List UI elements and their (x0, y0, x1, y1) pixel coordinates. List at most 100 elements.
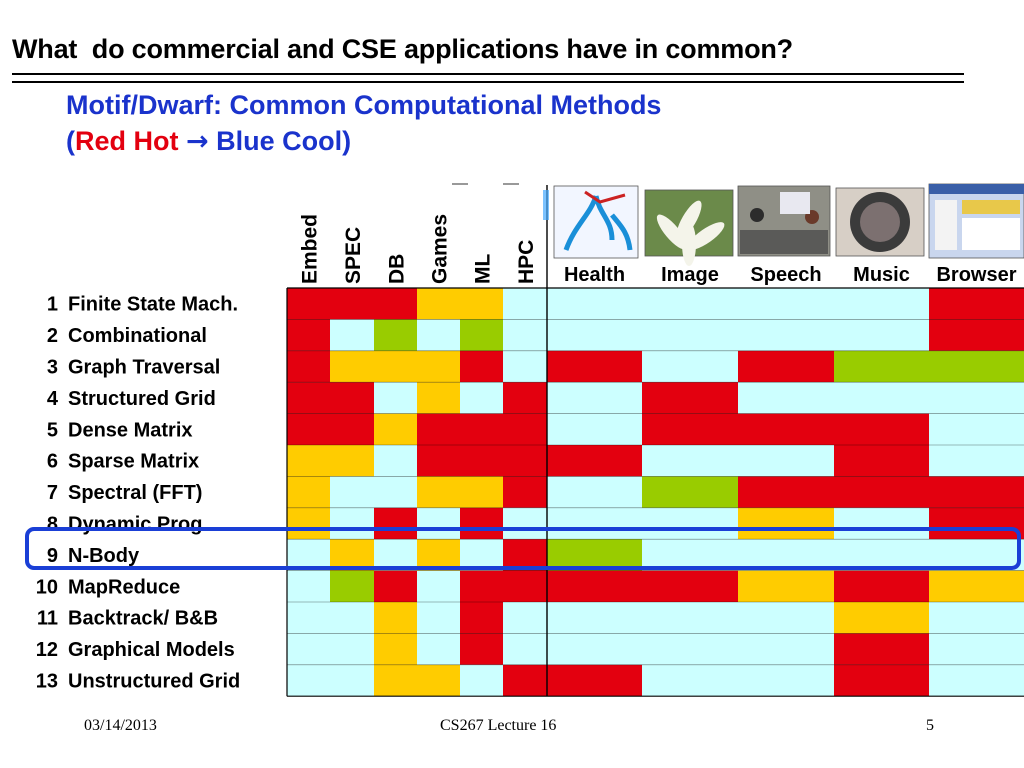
heatmap-cell (738, 570, 834, 602)
row-number: 1 (47, 294, 58, 316)
heatmap-cell (460, 633, 503, 665)
flower-petal (676, 200, 702, 240)
heatmap-cell (374, 288, 417, 320)
heatmap-cell (642, 288, 738, 320)
heatmap-cell (330, 445, 374, 477)
heatmap-cell (642, 633, 738, 665)
heatmap-cell (417, 570, 460, 602)
heatmap-cell (834, 445, 929, 477)
heatmap-cell (738, 319, 834, 351)
row-label: Combinational (68, 325, 207, 347)
browser-sidebar (935, 200, 957, 250)
heatmap-cell (503, 539, 547, 571)
column-header: ML (472, 254, 495, 284)
heatmap-cell (503, 507, 547, 540)
heatmap-cell (738, 476, 834, 508)
heatmap-cell (642, 413, 738, 445)
meeting-table (740, 230, 828, 254)
heatmap-cell (374, 664, 417, 697)
heatmap-cell (287, 350, 330, 383)
heatmap-cell (547, 633, 642, 665)
heatmap-cell (642, 570, 738, 602)
heatmap-cell (374, 570, 417, 602)
heatmap-cell (929, 664, 1024, 697)
heatmap-cell (287, 288, 330, 320)
footer-date: 03/14/2013 (84, 717, 157, 734)
heatmap-cell (738, 413, 834, 445)
heatmap-cell (287, 664, 330, 697)
heatmap-cell (738, 539, 834, 571)
row-number: 5 (47, 419, 58, 441)
heatmap-cell (374, 476, 417, 508)
heatmap-cell (547, 507, 642, 540)
heatmap-cell (738, 288, 834, 320)
row-label: Graph Traversal (68, 357, 220, 379)
heatmap-cell (834, 633, 929, 665)
column-header: HPC (515, 240, 538, 284)
heatmap-cell (547, 350, 642, 383)
heatmap-cell (287, 570, 330, 602)
column-header: SPEC (342, 227, 365, 284)
subtitle-blue-cool: Blue Cool) (216, 126, 352, 156)
screen (780, 192, 810, 214)
heatmap-cell (374, 602, 417, 634)
heatmap-cell (460, 507, 503, 540)
row-label: Spectral (FFT) (68, 482, 202, 504)
heatmap-cell (330, 288, 374, 320)
heatmap-cell (417, 382, 460, 414)
heatmap-cell (503, 602, 547, 634)
n-body-highlight-box (25, 527, 1021, 570)
heatmap-cell (460, 413, 503, 445)
column-header: Embed (299, 214, 322, 284)
heatmap-cell (929, 633, 1024, 665)
heatmap-cell (929, 476, 1024, 508)
heatmap-cell (460, 445, 503, 477)
heatmap-cell (503, 288, 547, 320)
row-number: 3 (47, 357, 58, 379)
heatmap-cell (287, 539, 330, 571)
heatmap-cell (642, 382, 738, 414)
heatmap-cell (929, 413, 1024, 445)
heatmap-cell (834, 476, 929, 508)
column-header: Games (429, 214, 452, 284)
heatmap-cell (929, 445, 1024, 477)
heatmap-cell (642, 602, 738, 634)
heatmap-cell (834, 570, 929, 602)
heatmap-cell (738, 350, 834, 383)
person-head (750, 208, 764, 222)
heatmap-cell (330, 507, 374, 540)
heatmap-cell (287, 633, 330, 665)
heatmap-cell (834, 319, 929, 351)
subtitle-open-paren: ( (66, 126, 75, 156)
heatmap-cell (738, 633, 834, 665)
heatmap-cell (287, 413, 330, 445)
browser-titlebar (929, 184, 1024, 194)
heatmap-cell (503, 633, 547, 665)
heatmap-cell (547, 570, 642, 602)
subtitle-line-1: Motif/Dwarf: Common Computational Method… (66, 90, 662, 120)
column-header: Speech (750, 264, 821, 286)
heatmap-cell (460, 570, 503, 602)
heatmap-cell (642, 664, 738, 697)
row-number: 11 (37, 608, 58, 630)
footer-page-number: 5 (926, 717, 934, 734)
column-header: Music (853, 264, 910, 286)
heatmap-cell (547, 319, 642, 351)
browser-content (962, 218, 1020, 250)
heatmap-cell (417, 288, 460, 320)
row-number: 4 (47, 388, 59, 410)
heatmap-cell (503, 319, 547, 351)
row-number: 9 (47, 545, 58, 567)
column-header: Image (661, 264, 719, 286)
heatmap-cell (738, 664, 834, 697)
heatmap-cell (374, 633, 417, 665)
subtitle-line-2: (Red Hot → Blue Cool) (66, 126, 351, 157)
heatmap-cell (374, 350, 417, 383)
row-label: N-Body (68, 545, 140, 567)
heatmap-cell (738, 382, 834, 414)
flower-petal (687, 222, 725, 250)
heatmap-cell (330, 319, 374, 351)
row-label: Dense Matrix (68, 419, 193, 441)
heatmap-cell (547, 476, 642, 508)
